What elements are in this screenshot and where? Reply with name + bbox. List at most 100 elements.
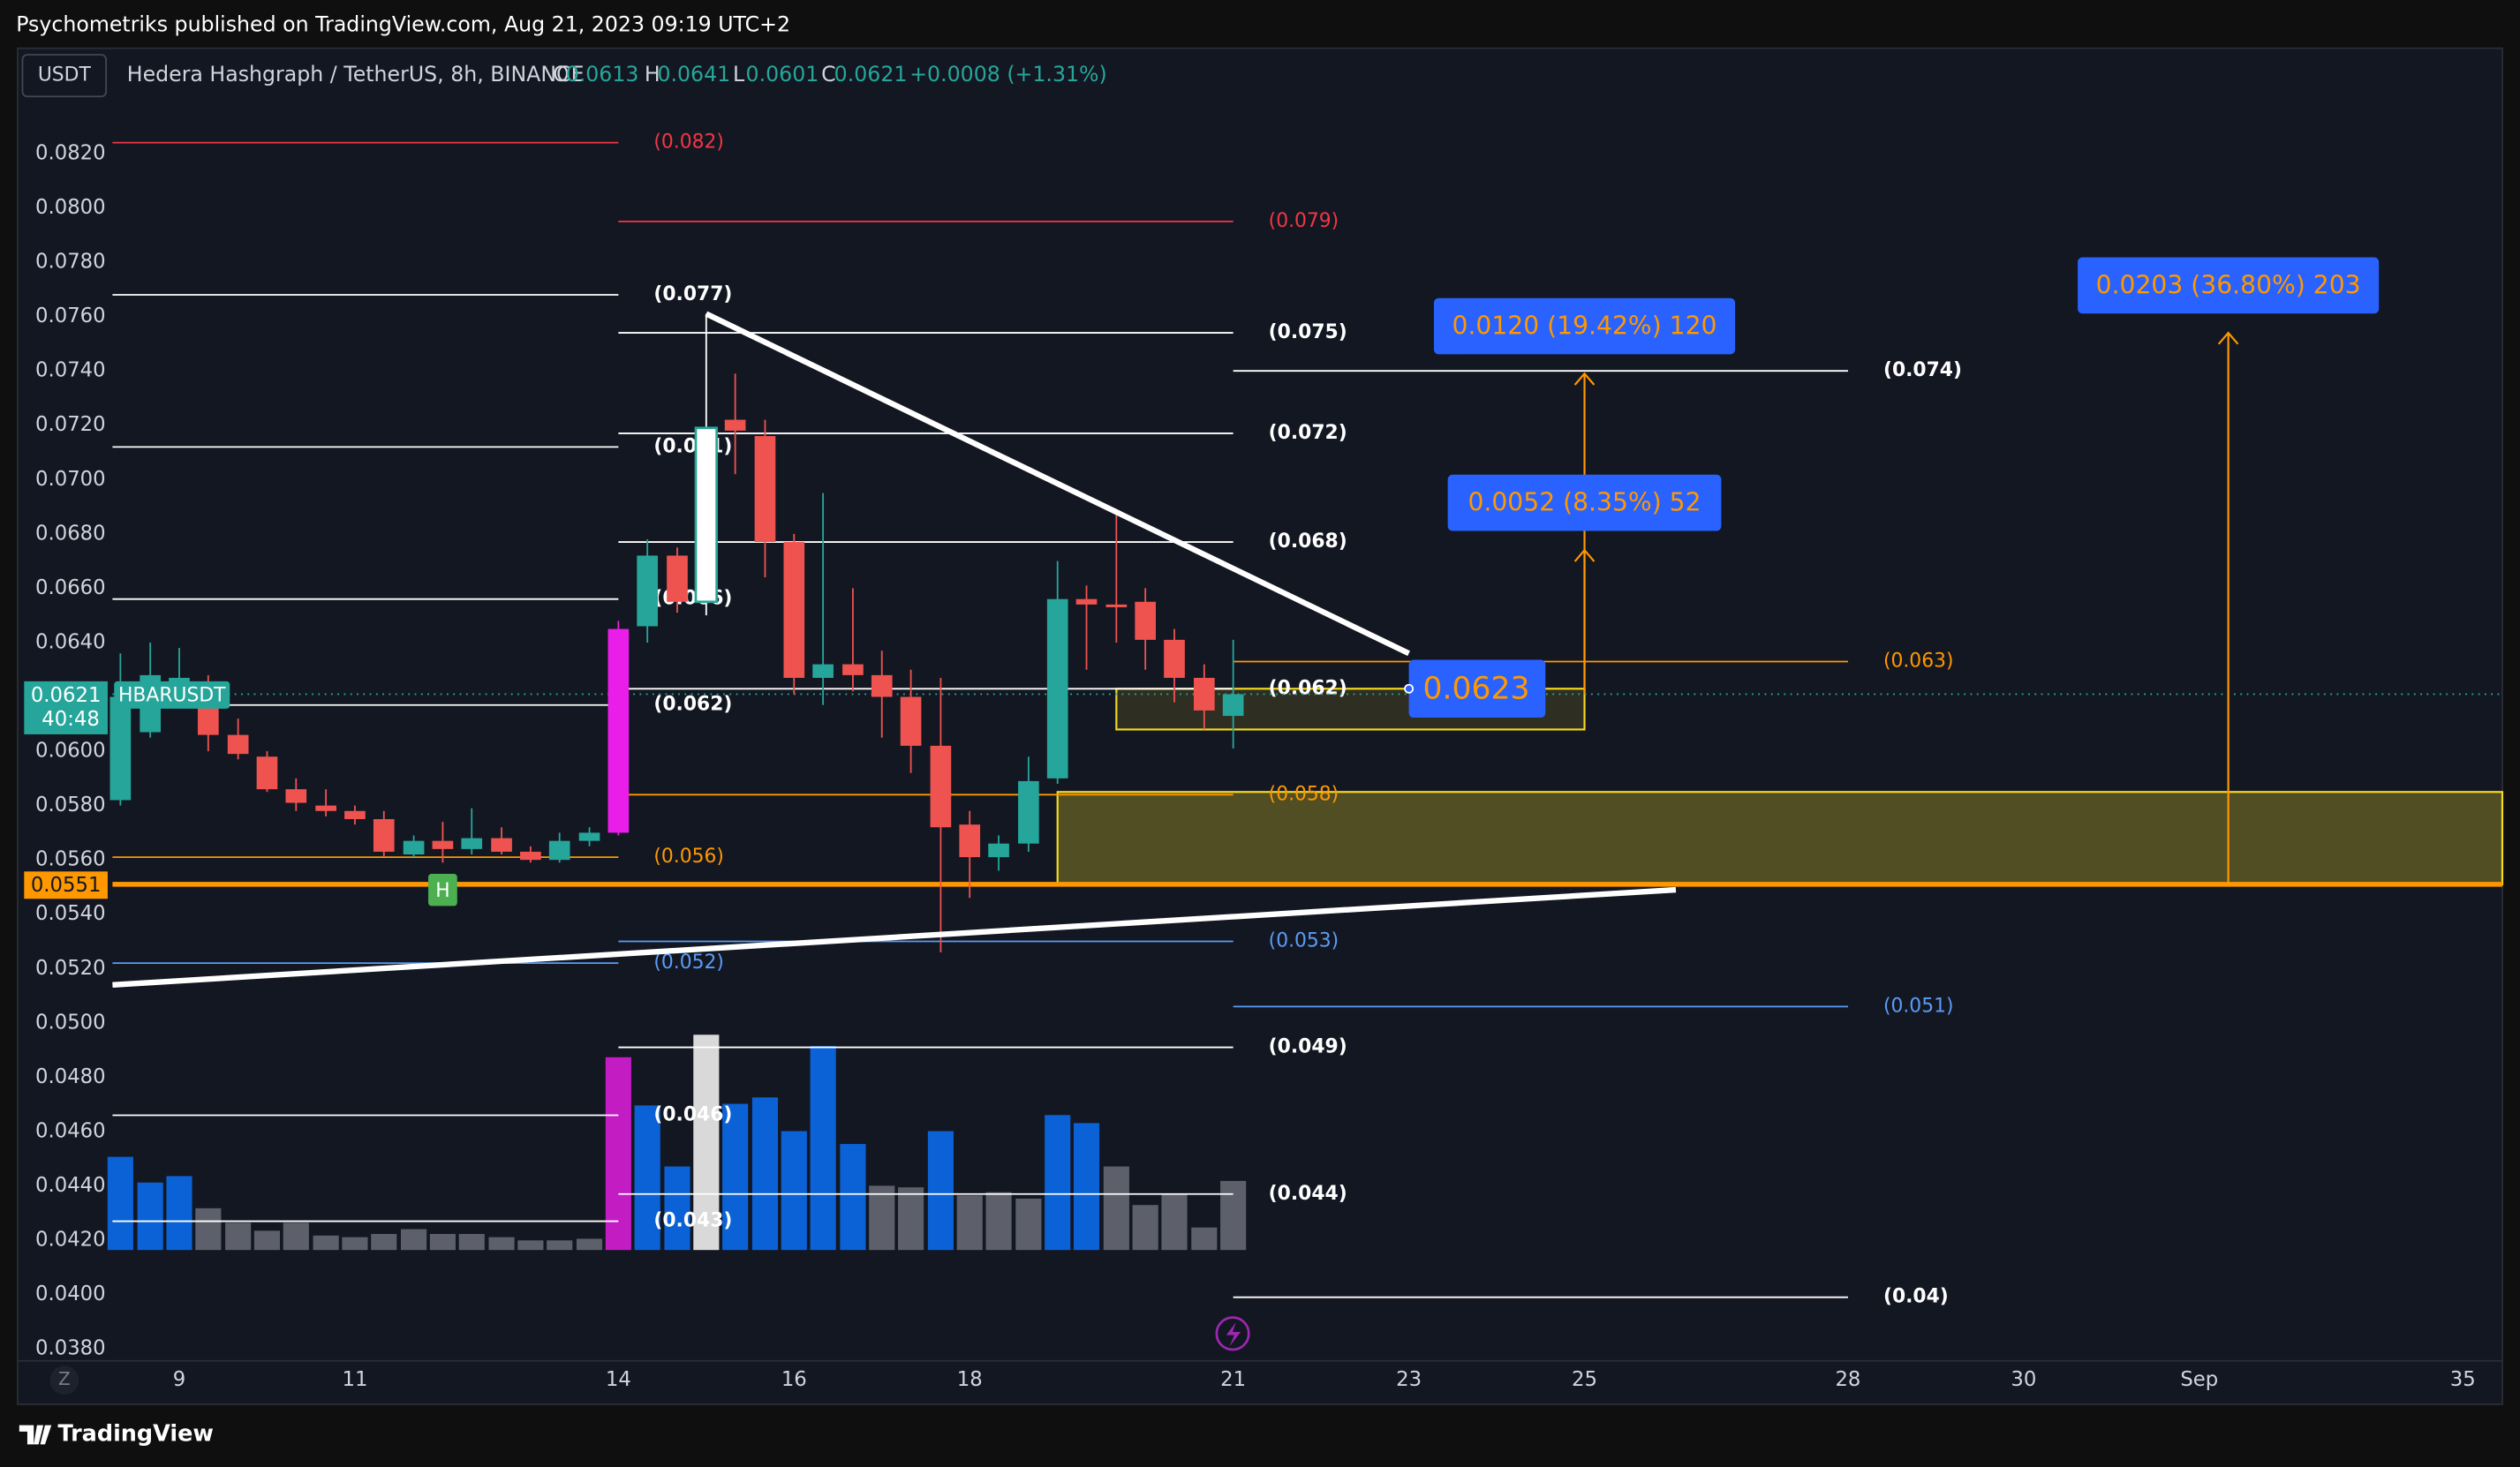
price-note-label: 0.0623 bbox=[1423, 672, 1530, 707]
candle-body bbox=[491, 838, 512, 852]
symbol-label: HBARUSDT bbox=[118, 684, 226, 706]
candle-body bbox=[1046, 598, 1068, 779]
alert-price-tag bbox=[24, 871, 108, 899]
price-note-dot bbox=[1404, 683, 1415, 694]
level-label: (0.063) bbox=[1883, 651, 1954, 673]
volume-bar bbox=[283, 1222, 309, 1251]
volume-bar bbox=[1161, 1193, 1188, 1251]
level-label: (0.049) bbox=[1269, 1036, 1347, 1058]
zoom-button[interactable] bbox=[49, 1365, 79, 1395]
volume-bar bbox=[429, 1233, 456, 1251]
candle-body bbox=[607, 628, 630, 833]
candle-body bbox=[1193, 677, 1215, 711]
x-tick-label: 25 bbox=[1572, 1368, 1597, 1391]
last-price-value: 0.0621 bbox=[31, 684, 102, 707]
y-tick-label: 0.0520 bbox=[35, 957, 106, 980]
level-label: (0.04) bbox=[1883, 1286, 1949, 1308]
y-tick-label: 0.0420 bbox=[35, 1229, 106, 1252]
measure-label: 0.0203 (36.80%) 203 bbox=[2096, 270, 2361, 299]
level-label: (0.066) bbox=[653, 588, 732, 610]
x-tick-label: 18 bbox=[957, 1368, 983, 1391]
brand-name: TradingView bbox=[58, 1420, 214, 1447]
candle-body bbox=[578, 832, 600, 841]
candle-body bbox=[109, 696, 132, 801]
volume-bar bbox=[313, 1235, 339, 1251]
y-tick-label: 0.0640 bbox=[35, 630, 106, 653]
candle-body bbox=[754, 436, 776, 543]
candle-body bbox=[227, 734, 249, 755]
zoom-label[interactable]: Z bbox=[58, 1368, 71, 1389]
volume-bar bbox=[634, 1105, 660, 1251]
measure-box bbox=[1433, 297, 1736, 355]
volume-bar bbox=[956, 1195, 983, 1251]
level-label: (0.071) bbox=[653, 435, 732, 457]
y-tick-label: 0.0480 bbox=[35, 1065, 106, 1088]
candle-body bbox=[988, 843, 1009, 858]
volume-bar bbox=[605, 1057, 631, 1251]
x-tick-label: 23 bbox=[1396, 1368, 1422, 1391]
lightning-glyph bbox=[1226, 1322, 1241, 1347]
currency-button[interactable] bbox=[21, 54, 108, 98]
marker-label: H bbox=[435, 880, 449, 902]
x-tick-label: 28 bbox=[1835, 1368, 1860, 1391]
x-tick-label: 21 bbox=[1220, 1368, 1246, 1391]
x-tick-label: 9 bbox=[173, 1368, 185, 1391]
y-tick-label: 0.0700 bbox=[35, 468, 106, 491]
level-label: (0.051) bbox=[1883, 995, 1954, 1017]
last-price-tag bbox=[24, 681, 108, 734]
arrow-head bbox=[2217, 331, 2239, 345]
candle-body bbox=[783, 542, 805, 678]
y-tick-label: 0.0600 bbox=[35, 740, 106, 763]
change: +0.0008 (+1.31%) bbox=[909, 62, 1107, 87]
volume-bar bbox=[840, 1144, 866, 1251]
ohlc-key: H bbox=[645, 62, 660, 87]
arrow-head bbox=[1573, 548, 1596, 562]
zone-box bbox=[1056, 791, 2504, 885]
x-tick-label: 30 bbox=[2011, 1368, 2036, 1391]
candle-body bbox=[667, 555, 688, 602]
currency-label[interactable]: USDT bbox=[38, 64, 92, 87]
candle-body bbox=[1075, 598, 1098, 605]
y-tick-label: 0.0660 bbox=[35, 576, 106, 599]
candle-body bbox=[1105, 604, 1128, 607]
ohlc-key: C bbox=[821, 62, 836, 87]
x-tick-label: 16 bbox=[781, 1368, 807, 1391]
volume-bar bbox=[517, 1240, 544, 1251]
candle-body bbox=[344, 810, 366, 820]
volume-bar bbox=[1015, 1198, 1042, 1251]
candle-body bbox=[842, 664, 864, 675]
candle-body bbox=[285, 789, 307, 803]
level-label: (0.082) bbox=[653, 132, 724, 154]
ohlc-key: O bbox=[553, 62, 570, 87]
candle-body bbox=[548, 840, 570, 861]
y-tick-label: 0.0820 bbox=[35, 141, 106, 164]
symbol-title: Hedera Hashgraph / TetherUS, 8h, BINANCE bbox=[127, 62, 585, 87]
price-note-box bbox=[1408, 659, 1546, 718]
lightning-icon[interactable] bbox=[1215, 1316, 1250, 1351]
y-tick-label: 0.0460 bbox=[35, 1119, 106, 1142]
y-tick-label: 0.0560 bbox=[35, 848, 106, 871]
level-label: (0.056) bbox=[653, 846, 724, 868]
candle-body bbox=[403, 840, 425, 855]
volume-bar bbox=[1191, 1227, 1218, 1251]
countdown: 40:48 bbox=[41, 708, 100, 731]
volume-bar bbox=[166, 1176, 192, 1251]
candle-body bbox=[1164, 639, 1185, 678]
ohlc-value: 0.0621 bbox=[834, 62, 908, 87]
volume-bar bbox=[1220, 1180, 1247, 1251]
x-tick-label: 11 bbox=[342, 1368, 367, 1391]
level-label: (0.072) bbox=[1269, 422, 1347, 444]
x-tick-label: 35 bbox=[2450, 1368, 2476, 1391]
candle-body bbox=[694, 426, 719, 604]
volume-bar bbox=[576, 1238, 603, 1251]
volume-bar bbox=[664, 1166, 690, 1251]
volume-bar bbox=[488, 1237, 515, 1251]
level-label: (0.052) bbox=[653, 952, 724, 974]
level-label: (0.062) bbox=[1269, 677, 1347, 699]
level-label: (0.074) bbox=[1883, 359, 1962, 381]
measure-box bbox=[1447, 474, 1722, 531]
y-tick-label: 0.0580 bbox=[35, 794, 106, 816]
y-tick-label: 0.0720 bbox=[35, 413, 106, 436]
volume-bar bbox=[810, 1046, 836, 1251]
